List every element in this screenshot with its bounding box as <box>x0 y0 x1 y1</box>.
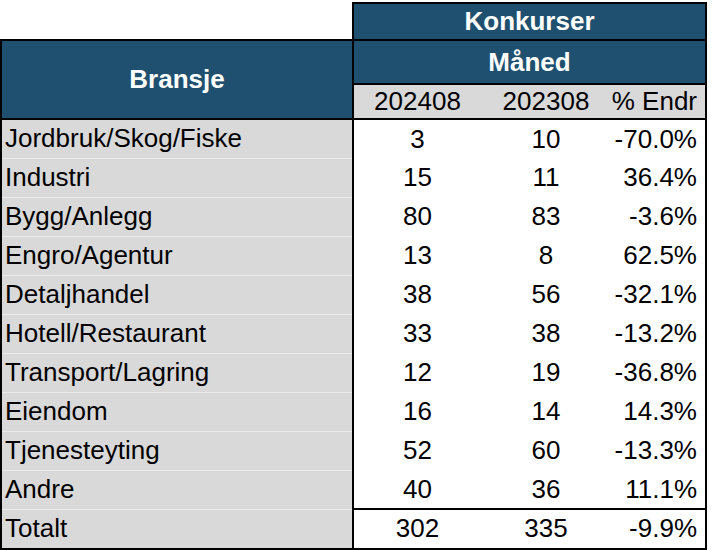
row-label: Jordbruk/Skog/Fiske <box>1 119 353 158</box>
table-row: Andre403611.1% <box>1 470 706 509</box>
konkurser-table: Konkurser Bransje Måned 202408 202308 % … <box>0 2 707 550</box>
group-header-maned: Måned <box>353 40 706 84</box>
cell-pct-endr: 36.4% <box>611 158 706 197</box>
group-header-row: Bransje Måned <box>1 40 706 84</box>
title-row: Konkurser <box>1 3 706 40</box>
cell-202408: 38 <box>353 275 481 314</box>
cell-202408: 15 <box>353 158 481 197</box>
row-label: Industri <box>1 158 353 197</box>
total-label: Totalt <box>1 509 353 549</box>
cell-pct-endr: 14.3% <box>611 392 706 431</box>
table-footer: Totalt 302 335 -9.9% <box>1 509 706 549</box>
cell-pct-endr: -32.1% <box>611 275 706 314</box>
cell-pct-endr: 11.1% <box>611 470 706 509</box>
table-row: Eiendom161414.3% <box>1 392 706 431</box>
cell-pct-endr: -13.2% <box>611 314 706 353</box>
total-row: Totalt 302 335 -9.9% <box>1 509 706 549</box>
row-label: Hotell/Restaurant <box>1 314 353 353</box>
table-row: Engro/Agentur13862.5% <box>1 236 706 275</box>
cell-202408: 13 <box>353 236 481 275</box>
cell-202308: 11 <box>481 158 611 197</box>
row-label: Transport/Lagring <box>1 353 353 392</box>
cell-pct-endr: 62.5% <box>611 236 706 275</box>
total-cell-202308: 335 <box>481 509 611 549</box>
cell-pct-endr: -13.3% <box>611 431 706 470</box>
col-header-202308: 202308 <box>481 84 611 119</box>
row-label: Engro/Agentur <box>1 236 353 275</box>
cell-202308: 38 <box>481 314 611 353</box>
empty-corner <box>1 3 353 40</box>
table-row: Tjenesteyting5260-13.3% <box>1 431 706 470</box>
konkurser-report: Konkurser Bransje Måned 202408 202308 % … <box>0 0 712 550</box>
cell-202308: 83 <box>481 197 611 236</box>
cell-202308: 8 <box>481 236 611 275</box>
table-row: Bygg/Anlegg8083-3.6% <box>1 197 706 236</box>
cell-202308: 10 <box>481 119 611 158</box>
total-cell-202408: 302 <box>353 509 481 549</box>
cell-202308: 14 <box>481 392 611 431</box>
col-header-pct-endr: % Endr <box>611 84 706 119</box>
cell-202408: 16 <box>353 392 481 431</box>
cell-202408: 40 <box>353 470 481 509</box>
cell-202408: 80 <box>353 197 481 236</box>
cell-202308: 19 <box>481 353 611 392</box>
col-header-202408: 202408 <box>353 84 481 119</box>
cell-202408: 52 <box>353 431 481 470</box>
table-header: Konkurser Bransje Måned 202408 202308 % … <box>1 3 706 119</box>
corner-header-bransje: Bransje <box>1 40 353 119</box>
cell-202408: 3 <box>353 119 481 158</box>
total-cell-pct-endr: -9.9% <box>611 509 706 549</box>
table-title: Konkurser <box>353 3 706 40</box>
cell-202308: 56 <box>481 275 611 314</box>
row-label: Tjenesteyting <box>1 431 353 470</box>
row-label: Detaljhandel <box>1 275 353 314</box>
cell-202408: 12 <box>353 353 481 392</box>
row-label: Eiendom <box>1 392 353 431</box>
cell-pct-endr: -36.8% <box>611 353 706 392</box>
cell-pct-endr: -3.6% <box>611 197 706 236</box>
table-row: Hotell/Restaurant3338-13.2% <box>1 314 706 353</box>
cell-pct-endr: -70.0% <box>611 119 706 158</box>
cell-202308: 60 <box>481 431 611 470</box>
table-row: Jordbruk/Skog/Fiske310-70.0% <box>1 119 706 158</box>
row-label: Bygg/Anlegg <box>1 197 353 236</box>
table-row: Detaljhandel3856-32.1% <box>1 275 706 314</box>
table-row: Industri151136.4% <box>1 158 706 197</box>
table-row: Transport/Lagring1219-36.8% <box>1 353 706 392</box>
cell-202408: 33 <box>353 314 481 353</box>
row-label: Andre <box>1 470 353 509</box>
table-body: Jordbruk/Skog/Fiske310-70.0%Industri1511… <box>1 119 706 509</box>
cell-202308: 36 <box>481 470 611 509</box>
